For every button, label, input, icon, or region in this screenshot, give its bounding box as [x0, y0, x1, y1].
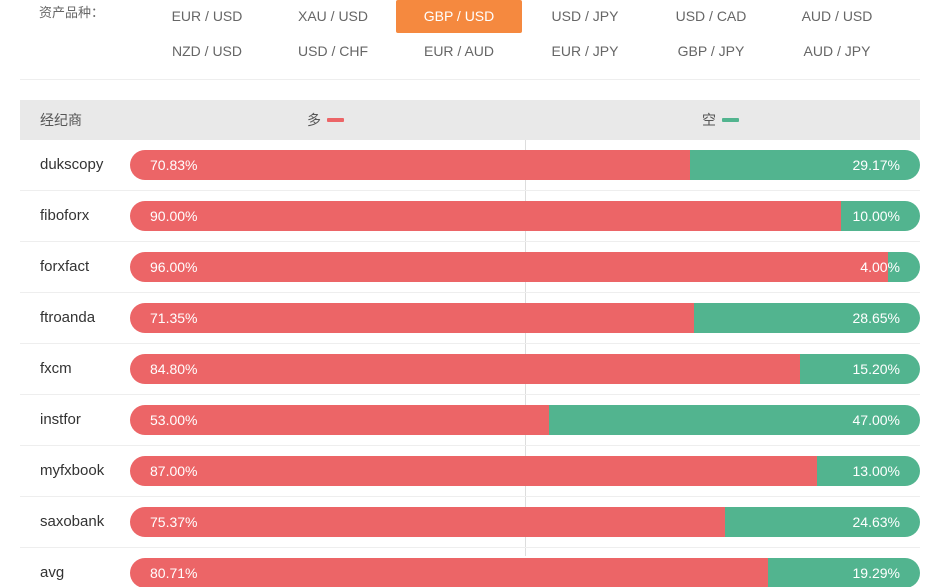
long-percentage: 71.35%	[150, 310, 198, 326]
long-segment	[130, 456, 818, 486]
short-segment	[799, 354, 920, 384]
short-percentage: 29.17%	[852, 157, 900, 173]
short-percentage: 10.00%	[852, 208, 900, 224]
short-percentage: 19.29%	[852, 565, 900, 581]
broker-row: fxcm 84.80% 15.20%	[20, 344, 920, 395]
short-swatch-icon	[722, 118, 739, 122]
short-percentage: 47.00%	[852, 412, 900, 428]
broker-name: fxcm	[40, 360, 72, 377]
pair-aud-usd[interactable]: AUD / USD	[801, 8, 873, 24]
pair-usd-chf[interactable]: USD / CHF	[298, 43, 368, 59]
sentiment-bar: 87.00% 13.00%	[130, 456, 920, 486]
broker-row: forxfact 96.00% 4.00%	[20, 242, 920, 293]
short-segment	[693, 303, 920, 333]
long-percentage: 87.00%	[150, 463, 198, 479]
short-segment	[841, 201, 920, 231]
short-percentage: 28.65%	[852, 310, 900, 326]
broker-name: fiboforx	[40, 207, 90, 224]
short-segment	[817, 456, 920, 486]
long-segment	[130, 252, 889, 282]
broker-row: myfxbook 87.00% 13.00%	[20, 446, 920, 497]
asset-selector-label: 资产品种：	[39, 5, 105, 20]
pair-eur-aud[interactable]: EUR / AUD	[423, 43, 494, 59]
broker-name: myfxbook	[40, 462, 105, 479]
broker-row: fiboforx 90.00% 10.00%	[20, 191, 920, 242]
sentiment-bar: 70.83% 29.17%	[130, 150, 920, 180]
long-percentage: 70.83%	[150, 157, 198, 173]
sentiment-bar: 84.80% 15.20%	[130, 354, 920, 384]
short-percentage: 15.20%	[852, 361, 900, 377]
selector-divider	[20, 79, 920, 80]
broker-row: dukscopy 70.83% 29.17%	[20, 140, 920, 191]
short-percentage: 4.00%	[860, 259, 900, 275]
long-percentage: 80.71%	[150, 565, 198, 581]
broker-name: saxobank	[40, 513, 105, 530]
short-segment	[888, 252, 920, 282]
broker-name: forxfact	[40, 258, 90, 275]
pair-nzd-usd[interactable]: NZD / USD	[172, 43, 242, 59]
short-percentage: 13.00%	[852, 463, 900, 479]
long-segment	[130, 303, 694, 333]
long-segment	[130, 507, 726, 537]
broker-row: avg 80.71% 19.29%	[20, 548, 920, 587]
long-legend-label: 多	[307, 112, 321, 128]
broker-name: avg	[40, 564, 65, 581]
pair-xau-usd[interactable]: XAU / USD	[297, 8, 368, 24]
pair-eur-jpy[interactable]: EUR / JPY	[551, 43, 619, 59]
broker-row: instfor 53.00% 47.00%	[20, 395, 920, 446]
pair-eur-usd[interactable]: EUR / USD	[171, 8, 243, 24]
pair-aud-jpy[interactable]: AUD / JPY	[803, 43, 871, 59]
broker-name: instfor	[40, 411, 81, 428]
sentiment-bar: 80.71% 19.29%	[130, 558, 920, 587]
long-percentage: 84.80%	[150, 361, 198, 377]
sentiment-bar: 53.00% 47.00%	[130, 405, 920, 435]
sentiment-bar: 96.00% 4.00%	[130, 252, 920, 282]
broker-column-header: 经纪商	[40, 112, 82, 128]
sentiment-bar: 90.00% 10.00%	[130, 201, 920, 231]
pair-gbp-usd[interactable]: GBP / USD	[396, 0, 522, 33]
long-percentage: 53.00%	[150, 412, 198, 428]
short-segment	[548, 405, 920, 435]
short-segment	[767, 558, 920, 587]
short-segment	[725, 507, 920, 537]
broker-name: dukscopy	[40, 156, 104, 173]
long-segment	[130, 201, 841, 231]
long-segment	[130, 558, 768, 587]
broker-row: saxobank 75.37% 24.63%	[20, 497, 920, 548]
short-percentage: 24.63%	[852, 514, 900, 530]
center-divider-line	[525, 140, 526, 556]
long-segment	[130, 354, 800, 384]
short-segment	[689, 150, 920, 180]
sentiment-bar: 71.35% 28.65%	[130, 303, 920, 333]
broker-row: ftroanda 71.35% 28.65%	[20, 293, 920, 344]
long-legend: 多	[307, 100, 344, 140]
short-legend: 空	[702, 100, 739, 140]
broker-name: ftroanda	[40, 309, 96, 326]
long-segment	[130, 405, 549, 435]
long-segment	[130, 150, 690, 180]
sentiment-bar: 75.37% 24.63%	[130, 507, 920, 537]
short-legend-label: 空	[702, 112, 716, 128]
long-percentage: 90.00%	[150, 208, 198, 224]
long-percentage: 96.00%	[150, 259, 198, 275]
long-percentage: 75.37%	[150, 514, 198, 530]
pair-usd-jpy[interactable]: USD / JPY	[551, 8, 619, 24]
broker-rows: dukscopy 70.83% 29.17% fiboforx 90.00% 10.00%…	[20, 140, 920, 587]
table-header: 经纪商 多 空	[20, 100, 920, 140]
pair-gbp-jpy[interactable]: GBP / JPY	[677, 43, 745, 59]
pair-usd-cad[interactable]: USD / CAD	[675, 8, 747, 24]
long-swatch-icon	[327, 118, 344, 122]
